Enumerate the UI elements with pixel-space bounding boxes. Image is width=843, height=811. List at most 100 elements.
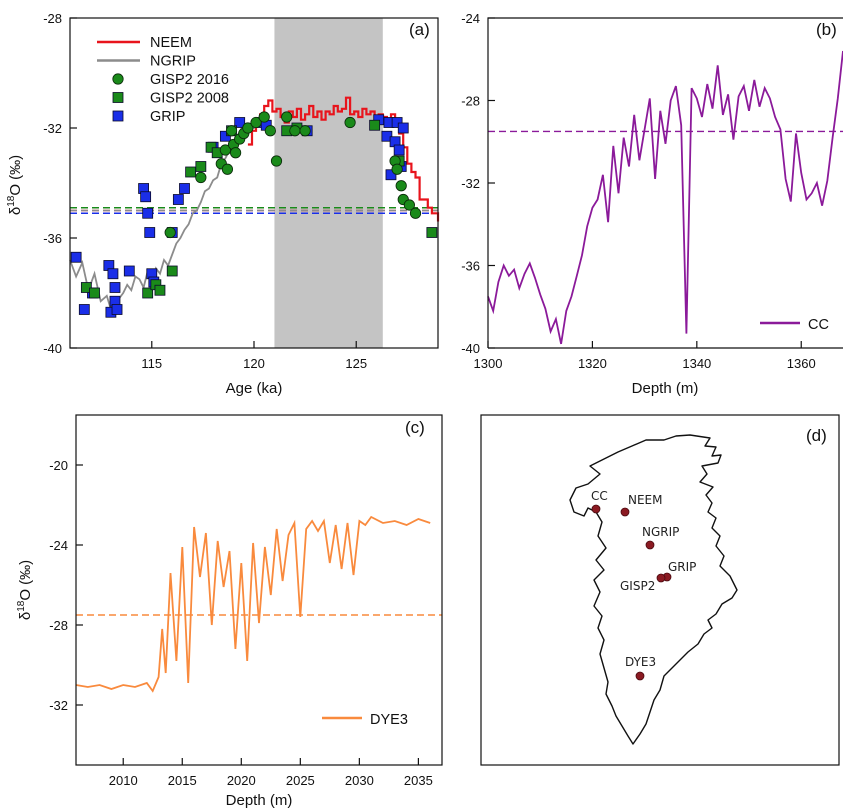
point-gisp2-2016 (230, 147, 242, 159)
panel-b-ytick-label: -32 (461, 176, 480, 191)
panel-a-y-axis-label: δ18O (‰) (6, 155, 24, 215)
point-grip (107, 268, 119, 280)
panel-a-series (69, 96, 440, 318)
legend-label-gisp2-2008: GISP2 2008 (150, 91, 229, 107)
panel-c-xtick-label: 2010 (109, 773, 138, 788)
site-marker-cc (591, 504, 601, 514)
site-marker-neem (620, 507, 630, 517)
point-gisp2-2016 (221, 163, 234, 175)
y-axis-sup: 18 (6, 195, 17, 207)
point-grip (234, 117, 246, 128)
panel-c-xtick-label: 2035 (404, 773, 433, 788)
greenland-outline (569, 434, 738, 745)
y-axis-delta: δ (7, 207, 24, 215)
panel-a-ticks: 115 120 125 -40 -36 -32 -28 (43, 11, 367, 371)
point-gisp2-2008 (426, 227, 438, 238)
series-line-cc (487, 50, 843, 345)
site-label-neem: NEEM (628, 493, 663, 507)
panel-b-ytick-label: -28 (461, 94, 480, 109)
panel-c-ytick-label: -24 (49, 538, 68, 553)
panel-b-ytick-label: -24 (461, 11, 480, 26)
point-gisp2-2016 (258, 111, 270, 123)
point-gisp2-2008 (205, 141, 217, 153)
point-grip (391, 117, 403, 128)
legend-label-grip: GRIP (150, 109, 185, 125)
panel-a-xtick-label: 115 (141, 356, 162, 371)
panel-a-legend: NEEM NGRIP GISP2 2016 GISP2 2008 GRIP (97, 35, 229, 125)
point-grip (393, 144, 405, 156)
panel-b-xtick-label: 1300 (474, 356, 503, 371)
point-gisp2-2008 (89, 287, 100, 299)
panel-a-label: (a) (409, 20, 430, 39)
site-label-ngrip: NGRIP (642, 525, 679, 539)
panel-c-label: (c) (405, 418, 425, 437)
y-axis-sup-c: 18 (16, 600, 27, 612)
panel-a-ytick-label: -32 (43, 121, 62, 136)
panel-b-ticks: 1300 1320 1340 1360 -40 -36 -32 -28 -24 (461, 11, 815, 371)
panel-c-xtick-label: 2030 (345, 773, 374, 788)
legend-label-neem: NEEM (150, 35, 192, 51)
panel-d: (d) CC NEEM NGRIP GRIP GISP2 DYE3 (480, 414, 840, 766)
point-grip (140, 191, 152, 203)
panel-a-xtick-label: 120 (243, 356, 265, 371)
point-gisp2-2016 (281, 111, 293, 123)
point-grip (385, 169, 397, 181)
panel-a-x-axis-label: Age (ka) (226, 380, 283, 397)
point-grip (381, 130, 393, 142)
panel-c-ytick-label: -20 (49, 458, 68, 473)
legend-label-cc: CC (808, 317, 829, 333)
y-axis-unit: O (‰) (7, 155, 24, 196)
point-grip (111, 304, 123, 315)
site-marker-gisp2 (656, 573, 666, 583)
point-gisp2-2008 (142, 287, 154, 299)
point-grip (172, 194, 184, 205)
legend-label-dye3: DYE3 (370, 712, 408, 728)
panel-a-ytick-label: -28 (43, 11, 62, 26)
panel-b-series (487, 50, 843, 345)
panel-c-xtick-label: 2020 (227, 773, 256, 788)
point-grip (144, 227, 156, 238)
panel-d-frame (480, 414, 840, 766)
panel-c-y-axis-label: δ18O (‰) (16, 560, 34, 620)
point-gisp2-2016 (195, 171, 207, 184)
panel-d-label: (d) (806, 426, 827, 445)
point-grip (142, 207, 154, 219)
panel-b-x-axis-label: Depth (m) (632, 380, 699, 397)
point-gisp2-2008 (195, 161, 207, 172)
point-grip (109, 282, 121, 293)
series-line-dye3 (75, 515, 431, 693)
point-gisp2-2016 (164, 226, 176, 239)
site-marker-dye3 (635, 671, 645, 681)
point-grip (219, 130, 231, 142)
site-label-cc: CC (591, 489, 608, 503)
panel-c: 2010 2015 2020 2025 2030 2035 -32 -28 -24 -20 (c)… (16, 414, 443, 809)
point-gisp2-2016 (219, 144, 231, 156)
point-gisp2-2016 (242, 122, 254, 134)
panel-b-ytick-label: -40 (461, 341, 480, 356)
point-grip (70, 251, 82, 263)
point-grip (397, 122, 409, 134)
legend-swatch-gisp2-2016 (112, 73, 124, 85)
point-gisp2-2016 (395, 180, 407, 192)
panel-b-xtick-label: 1340 (682, 356, 711, 371)
point-gisp2-2016 (264, 125, 276, 137)
legend-label-gisp2-2016: GISP2 2016 (150, 72, 229, 88)
point-gisp2-2016 (409, 207, 422, 219)
panel-b-xtick-label: 1360 (787, 356, 816, 371)
panel-c-series (75, 515, 431, 693)
panel-b-label: (b) (816, 20, 837, 39)
panel-c-ytick-label: -28 (49, 618, 68, 633)
point-gisp2-2008 (369, 119, 381, 131)
point-grip (179, 183, 190, 194)
point-gisp2-2016 (344, 116, 356, 129)
panel-a-ytick-label: -36 (43, 231, 62, 246)
point-gisp2-2008 (154, 284, 166, 296)
site-marker-ngrip (645, 540, 655, 550)
legend-swatch-gisp2-2008 (112, 92, 124, 103)
panel-a-xtick-label: 125 (345, 356, 367, 371)
series-line-neem (247, 96, 440, 222)
panel-c-xtick-label: 2025 (286, 773, 315, 788)
panel-c-xtick-label: 2015 (168, 773, 197, 788)
point-gisp2-2008 (166, 265, 178, 277)
